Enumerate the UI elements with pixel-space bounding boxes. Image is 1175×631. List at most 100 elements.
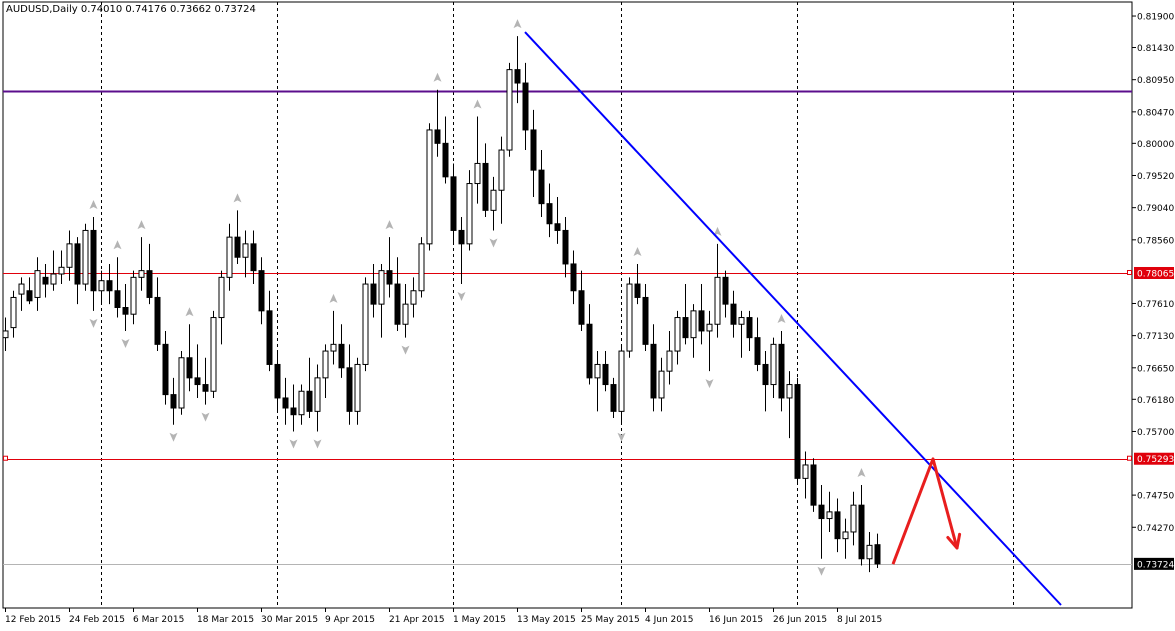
fractal-up-marker xyxy=(329,293,338,303)
trendline xyxy=(524,31,1062,606)
candle-bull xyxy=(66,243,73,268)
candle-bear xyxy=(698,310,705,332)
fractal-down-marker xyxy=(169,432,178,442)
candle-bear xyxy=(146,270,153,298)
candle-bear xyxy=(538,169,545,205)
candle-bear xyxy=(602,363,609,386)
candle-bull xyxy=(498,149,505,191)
fractal-up-marker xyxy=(713,226,722,236)
candle-bear xyxy=(186,357,193,379)
candles xyxy=(2,19,881,576)
fractal-down-marker xyxy=(705,379,714,389)
price-label-box xyxy=(1134,557,1174,570)
candle-bull xyxy=(2,330,9,339)
candle-bear xyxy=(282,397,289,409)
candle-bear xyxy=(106,280,113,292)
projection-arrow xyxy=(891,457,959,565)
candle-bear xyxy=(250,243,257,272)
x-tick-label: 4 Jun 2015 xyxy=(645,615,693,625)
candle-bull xyxy=(362,283,369,365)
fractal-up-marker xyxy=(473,99,482,109)
candle-bear xyxy=(730,303,737,325)
x-tick-label: 1 May 2015 xyxy=(453,615,506,625)
candle-bull xyxy=(418,243,425,292)
y-tick-label: 0.79040 xyxy=(1137,204,1174,214)
candle-bear xyxy=(754,337,761,365)
x-tick-label: 9 Apr 2015 xyxy=(325,615,375,625)
fractal-down-marker xyxy=(617,432,626,442)
candle-bull xyxy=(626,283,633,352)
candle-bear xyxy=(562,229,569,265)
projection-arrowhead xyxy=(946,532,962,550)
candle-bull xyxy=(178,357,185,409)
candle-bear xyxy=(90,229,97,292)
candle-bear xyxy=(274,363,281,399)
fractal-up-marker xyxy=(433,72,442,82)
candle-bull xyxy=(242,243,249,258)
candle-bear xyxy=(306,390,313,412)
candle-bear xyxy=(578,290,585,325)
candle-bull xyxy=(490,189,497,211)
candle-bear xyxy=(442,142,449,178)
y-tick-label: 0.80470 xyxy=(1137,108,1174,118)
candle-bull xyxy=(866,544,873,560)
plot-frame xyxy=(2,1,1133,609)
period-separators xyxy=(101,2,1014,608)
y-tick-label: 0.74270 xyxy=(1137,524,1174,534)
y-tick-label: 0.81430 xyxy=(1137,44,1174,54)
y-tick-label: 0.81900 xyxy=(1137,13,1174,23)
x-tick-label: 16 Jun 2015 xyxy=(709,615,763,625)
candle-bull xyxy=(506,69,513,151)
y-tick-label: 0.80000 xyxy=(1137,140,1174,150)
fractal-down-marker xyxy=(89,318,98,328)
candle-bear xyxy=(394,283,401,325)
candle-bear xyxy=(634,283,641,298)
fractal-up-marker xyxy=(385,220,394,230)
trendline-layer xyxy=(524,31,1062,606)
candle-bear xyxy=(810,464,817,506)
candle-bear xyxy=(266,310,273,365)
price-label: 0.73724 xyxy=(1137,560,1174,570)
candle-bull xyxy=(706,323,713,332)
fractal-down-marker xyxy=(817,566,826,576)
candle-bear xyxy=(514,69,521,84)
price-label: 0.78065 xyxy=(1137,269,1174,279)
candle-bear xyxy=(234,236,241,258)
candle-bear xyxy=(74,243,81,285)
y-tick-label: 0.75700 xyxy=(1137,428,1174,438)
price-label-box xyxy=(1134,266,1174,279)
fractal-down-marker xyxy=(401,345,410,355)
candle-bull xyxy=(594,363,601,379)
candle-bull xyxy=(738,317,745,325)
candle-bear xyxy=(610,384,617,412)
candle-bear xyxy=(290,407,297,416)
x-tick-label: 25 May 2015 xyxy=(581,615,640,625)
candle-bear xyxy=(458,229,465,245)
candle-bear xyxy=(114,290,121,308)
y-tick-label: 0.80950 xyxy=(1137,76,1174,86)
projection-arrow-layer xyxy=(891,457,962,565)
candle-bear xyxy=(682,317,689,339)
candle-bear xyxy=(338,343,345,369)
candle-bull xyxy=(474,162,481,185)
candle-bull xyxy=(138,270,145,278)
fractal-down-marker xyxy=(121,338,130,348)
x-tick-label: 12 Feb 2015 xyxy=(5,615,61,625)
candle-bull xyxy=(658,370,665,399)
candle-bull xyxy=(842,531,849,540)
y-tick-label: 0.74750 xyxy=(1137,492,1174,502)
candle-bear xyxy=(858,504,865,560)
price-labels: 0.78065 0.75293 0.73724 xyxy=(3,266,1174,570)
fractal-up-marker xyxy=(137,220,146,230)
candle-bear xyxy=(122,307,129,315)
candle-bull xyxy=(330,343,337,352)
candle-bear xyxy=(258,270,265,312)
x-tick-label: 21 Apr 2015 xyxy=(389,615,445,625)
candle-bull xyxy=(58,266,65,275)
fractal-up-marker xyxy=(185,307,194,317)
fractal-up-marker xyxy=(233,193,242,203)
candle-bull xyxy=(10,296,17,329)
candle-bull xyxy=(98,280,105,292)
